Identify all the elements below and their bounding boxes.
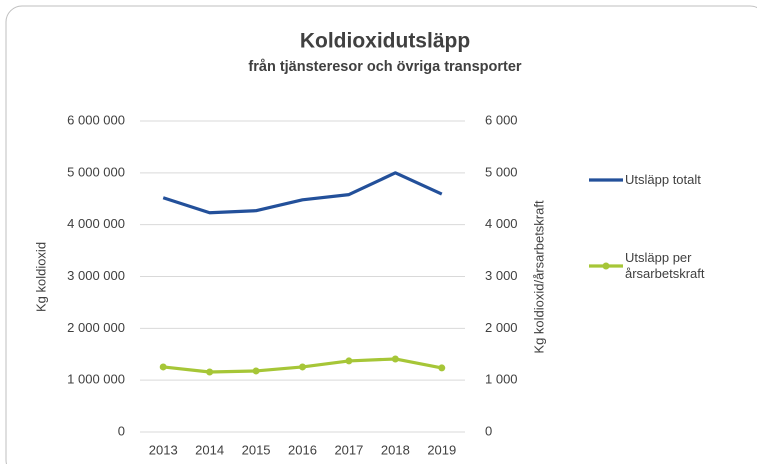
y2-tick-label: 3 000 [485,268,518,283]
y-tick-label: 1 000 000 [67,372,125,387]
x-tick-label: 2018 [381,442,410,457]
x-tick-label: 2014 [195,442,224,457]
x-tick-label: 2016 [288,442,317,457]
y2-tick-label: 0 [485,423,492,438]
legend-label: Utsläpp totalt [625,172,701,187]
series-marker [391,355,399,363]
chart-title: Koldioxidutsläpp [300,30,470,53]
series-line [162,171,443,215]
chart-subtitle: från tjänsteresor och övriga transporter [248,59,522,75]
series-marker [299,363,306,371]
legend-item: Utsläpp per årsarbetskraft [589,250,735,282]
y-tick-label: 0 [118,423,125,438]
y-tick-label: 4 000 000 [67,216,125,231]
y-tick-label: 2 000 000 [67,320,125,335]
series-marker [438,364,446,372]
x-tick-label: 2019 [427,442,456,457]
series-marker [345,357,353,365]
series-marker [206,368,214,376]
y-tick-label: 5 000 000 [67,164,125,179]
y-tick-label: 6 000 000 [67,112,125,127]
x-tick-label: 2015 [242,442,271,457]
legend-key [589,178,623,182]
series-marker [252,367,260,375]
y2-axis-title: Kg koldioxid/årsarbetskraft [531,200,546,354]
legend-item: Utsläpp totalt [589,172,735,188]
legend-label: Utsläpp per årsarbetskraft [625,250,705,281]
y2-tick-label: 5 000 [485,164,518,179]
y2-tick-label: 1 000 [485,372,518,387]
series-marker [159,363,167,371]
y-tick-label: 3 000 000 [67,268,125,283]
y2-tick-label: 2 000 [485,320,518,335]
legend-key [589,262,623,270]
y2-tick-label: 4 000 [485,216,518,231]
x-tick-label: 2013 [149,442,178,457]
y-axis-title: Kg koldioxid [33,242,48,312]
x-tick-label: 2017 [334,442,363,457]
y2-tick-label: 6 000 [485,112,518,127]
